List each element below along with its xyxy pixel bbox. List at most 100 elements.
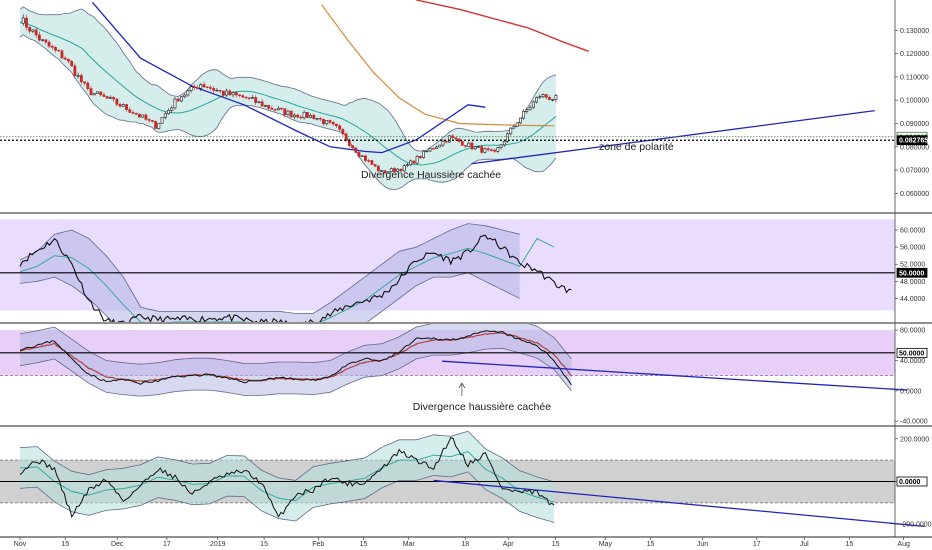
candle-body bbox=[218, 89, 222, 92]
x-tick-label: 15 bbox=[647, 541, 655, 548]
candle-body bbox=[396, 168, 400, 172]
candle-body bbox=[486, 148, 490, 151]
candle-body bbox=[57, 49, 61, 52]
candle-body bbox=[525, 109, 529, 112]
rsi-bollinger-fill bbox=[20, 223, 520, 322]
cci-bollinger-upper bbox=[19, 430, 555, 483]
y-tick-label: 0.070000 bbox=[900, 168, 929, 175]
candle-body bbox=[428, 148, 432, 152]
rsi-bollinger-lower bbox=[19, 272, 520, 322]
candle-body bbox=[393, 168, 396, 172]
x-tick-label: 17 bbox=[163, 541, 171, 548]
candle-body bbox=[134, 112, 138, 115]
price-ma-red bbox=[416, 0, 589, 52]
candle-body bbox=[341, 129, 345, 135]
x-tick-label: 17 bbox=[753, 541, 761, 548]
price-ma-teal bbox=[19, 20, 557, 166]
annotation-zone-polarite: zone de polarité bbox=[599, 141, 674, 153]
x-tick-label: Nov bbox=[14, 541, 27, 548]
y-tick-label: 0.130000 bbox=[900, 28, 929, 35]
candle-body bbox=[457, 138, 461, 142]
candle-body bbox=[31, 29, 35, 32]
x-tick-label: May bbox=[599, 541, 613, 548]
candle-body bbox=[186, 90, 190, 96]
candle-body bbox=[76, 75, 80, 77]
candle-body bbox=[47, 41, 51, 47]
cci-level-label-text: 0.0000 bbox=[899, 479, 921, 486]
candle-body bbox=[244, 96, 248, 99]
candle-body bbox=[473, 146, 477, 150]
candle-body bbox=[402, 165, 406, 172]
candle-body bbox=[535, 97, 538, 103]
candle-body bbox=[183, 94, 187, 98]
candle-body bbox=[554, 95, 558, 100]
candle-body bbox=[270, 107, 274, 110]
y-tick-label: 0.0000 bbox=[900, 388, 922, 395]
rsi-bollinger-upper bbox=[19, 223, 520, 314]
annotation-divergence-osc: Divergence haussière cachée bbox=[413, 401, 551, 413]
y-tick-label: 0.080000 bbox=[900, 144, 929, 151]
annotation-divergence-price: Divergence Haussière cachée bbox=[361, 169, 501, 181]
candle-body bbox=[412, 160, 416, 164]
price-polarity-trendline bbox=[471, 110, 875, 165]
candle-body bbox=[25, 17, 28, 28]
rsi-level-label: 50.0000 bbox=[896, 267, 928, 278]
candle-body bbox=[115, 98, 119, 105]
candle-body bbox=[83, 81, 86, 84]
candle-body bbox=[409, 160, 413, 166]
candle-body bbox=[121, 104, 125, 107]
candle-body bbox=[296, 114, 300, 118]
candle-body bbox=[273, 109, 277, 111]
candle-body bbox=[318, 118, 322, 120]
price-label-previous-bg bbox=[896, 135, 928, 146]
candle-body bbox=[538, 96, 542, 98]
candle-body bbox=[205, 86, 209, 88]
candle-body bbox=[425, 150, 429, 153]
candle-body bbox=[125, 104, 128, 110]
candle-body bbox=[364, 155, 367, 161]
x-tick-label: 15 bbox=[846, 541, 854, 548]
candle-body bbox=[276, 107, 280, 111]
candle-body bbox=[293, 114, 296, 118]
candle-body bbox=[112, 96, 116, 100]
candle-body bbox=[447, 135, 451, 143]
price-label-previous-text: 0.082765 bbox=[899, 138, 928, 145]
y-tick-label: 48.0000 bbox=[900, 279, 925, 286]
x-tick-label: Apr bbox=[503, 541, 515, 548]
candle-body bbox=[380, 170, 384, 172]
candle-body bbox=[477, 146, 480, 148]
candle-body bbox=[502, 140, 506, 146]
candle-body bbox=[315, 118, 319, 120]
candle-body bbox=[163, 113, 167, 118]
candle-body bbox=[441, 140, 445, 146]
y-tick-label: 0.110000 bbox=[900, 74, 929, 81]
candle-body bbox=[118, 104, 122, 107]
x-tick-label: Mar bbox=[403, 541, 416, 548]
candle-body bbox=[305, 111, 309, 118]
candle-body bbox=[222, 90, 225, 96]
candle-body bbox=[489, 149, 493, 151]
candle-body bbox=[150, 120, 154, 122]
candle-body bbox=[170, 107, 174, 111]
candle-body bbox=[519, 117, 522, 124]
candle-body bbox=[493, 149, 497, 152]
candle-body bbox=[444, 140, 448, 143]
y-tick-label: 0.090000 bbox=[900, 121, 929, 128]
candle-body bbox=[144, 114, 148, 120]
candle-body bbox=[280, 107, 283, 110]
candle-body bbox=[41, 39, 45, 41]
x-tick-label: 15 bbox=[360, 541, 368, 548]
candle-body bbox=[283, 108, 287, 116]
candle-body bbox=[160, 117, 164, 124]
cci-ma-line bbox=[19, 451, 555, 503]
price-panel bbox=[19, 0, 875, 191]
candle-body bbox=[383, 170, 387, 174]
candle-body bbox=[79, 75, 83, 83]
osc-bollinger-lower bbox=[19, 347, 572, 397]
candle-body bbox=[528, 107, 532, 111]
candle-body bbox=[105, 96, 109, 99]
candle-body bbox=[196, 87, 199, 89]
price-candles bbox=[21, 14, 558, 174]
y-tick-label: -40.0000 bbox=[900, 419, 928, 426]
